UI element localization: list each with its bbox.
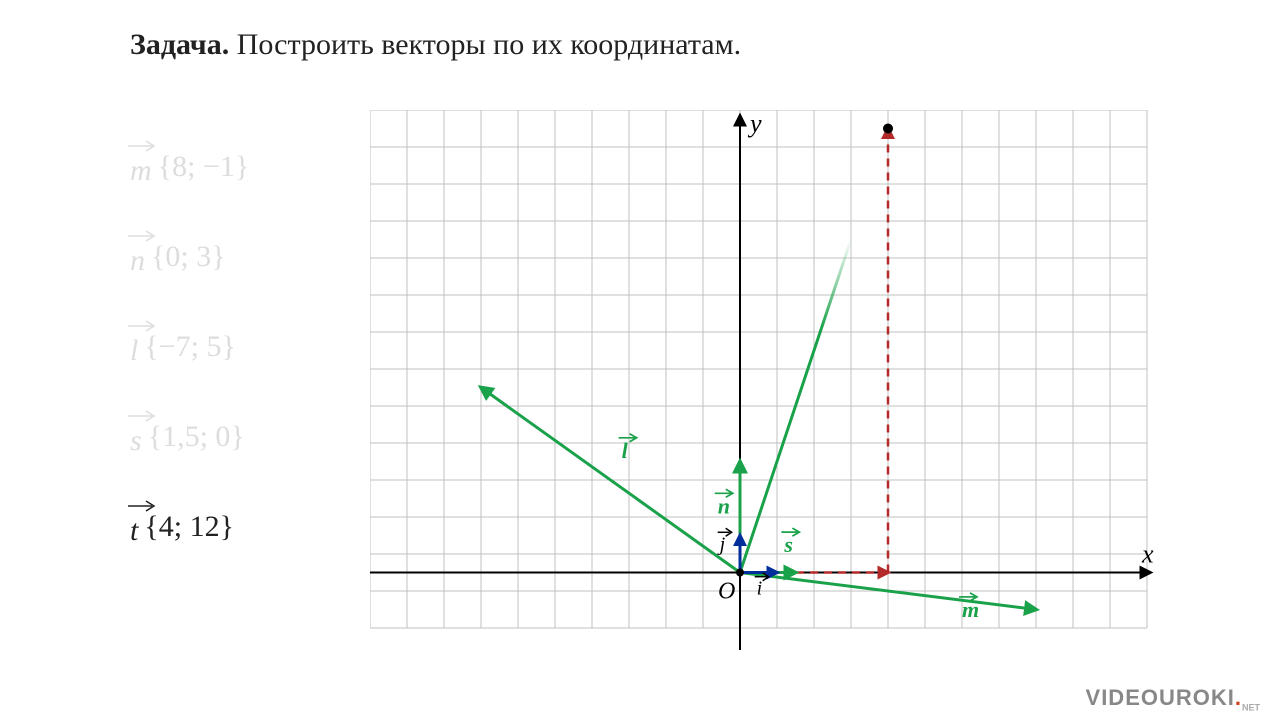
vector-letter: m — [130, 154, 152, 187]
endpoint-dot-t — [883, 124, 893, 134]
vector-t — [740, 328, 821, 572]
svg-text:l: l — [622, 438, 629, 463]
vector-letter: t — [130, 514, 138, 547]
vector-def-n: n {0; 3} — [130, 240, 249, 330]
vector-arrow-over-icon — [128, 498, 158, 512]
svg-text:j: j — [717, 533, 726, 555]
svg-text:n: n — [718, 493, 730, 518]
vector-definitions-list: m {8; −1}n {0; 3}l {−7; 5}s {1,5; 0}t {4… — [130, 150, 249, 600]
vector-t-fade — [821, 240, 851, 329]
unit-label-j: j — [717, 528, 732, 555]
vector-symbol-n: n — [130, 240, 145, 278]
vector-def-s: s {1,5; 0} — [130, 420, 249, 510]
title-rest: Построить векторы по их координатам. — [229, 28, 741, 61]
vector-label-s: s — [781, 528, 799, 557]
coordinate-graph: x y Om n l si j — [370, 110, 1156, 650]
x-axis-label: x — [1141, 540, 1154, 569]
vector-arrow-over-icon — [128, 408, 158, 422]
unit-label-i: i — [755, 573, 769, 600]
vector-letter: l — [130, 334, 138, 367]
vector-symbol-m: m — [130, 150, 152, 188]
svg-text:i: i — [757, 578, 763, 600]
svg-text:s: s — [783, 532, 793, 557]
vector-coords-t: {4; 12} — [138, 510, 234, 544]
vector-def-l: l {−7; 5} — [130, 330, 249, 420]
graph-svg: x y Om n l si j — [370, 110, 1156, 650]
vector-letter: n — [130, 244, 145, 277]
origin-label: O — [718, 579, 735, 605]
svg-text:m: m — [962, 597, 979, 622]
y-axis-label: y — [747, 110, 762, 138]
vector-arrow-over-icon — [128, 228, 158, 242]
origin-point — [736, 569, 744, 577]
vector-symbol-t: t — [130, 510, 138, 548]
watermark-dot: . — [1235, 685, 1242, 710]
vector-label-n: n — [715, 489, 733, 518]
vector-label-m: m — [959, 593, 979, 622]
page-title: Задача. Построить векторы по их координа… — [130, 28, 741, 62]
vector-letter: s — [130, 424, 142, 457]
watermark-suffix: NET — [1242, 702, 1260, 712]
vector-symbol-s: s — [130, 420, 142, 458]
vector-def-t: t {4; 12} — [130, 510, 249, 600]
vector-arrow-over-icon — [128, 138, 158, 152]
vector-coords-m: {8; −1} — [152, 150, 250, 184]
watermark: VIDEOUROKI.NET — [1086, 685, 1260, 712]
title-bold: Задача. — [130, 28, 229, 61]
watermark-text: VIDEOUROKI — [1086, 685, 1235, 710]
vector-coords-l: {−7; 5} — [138, 330, 236, 364]
vector-coords-s: {1,5; 0} — [142, 420, 245, 454]
vector-label-l: l — [619, 434, 637, 463]
vector-def-m: m {8; −1} — [130, 150, 249, 240]
vector-coords-n: {0; 3} — [145, 240, 226, 274]
vector-symbol-l: l — [130, 330, 138, 368]
page-root: Задача. Построить векторы по их координа… — [0, 0, 1280, 720]
vector-arrow-over-icon — [128, 318, 158, 332]
